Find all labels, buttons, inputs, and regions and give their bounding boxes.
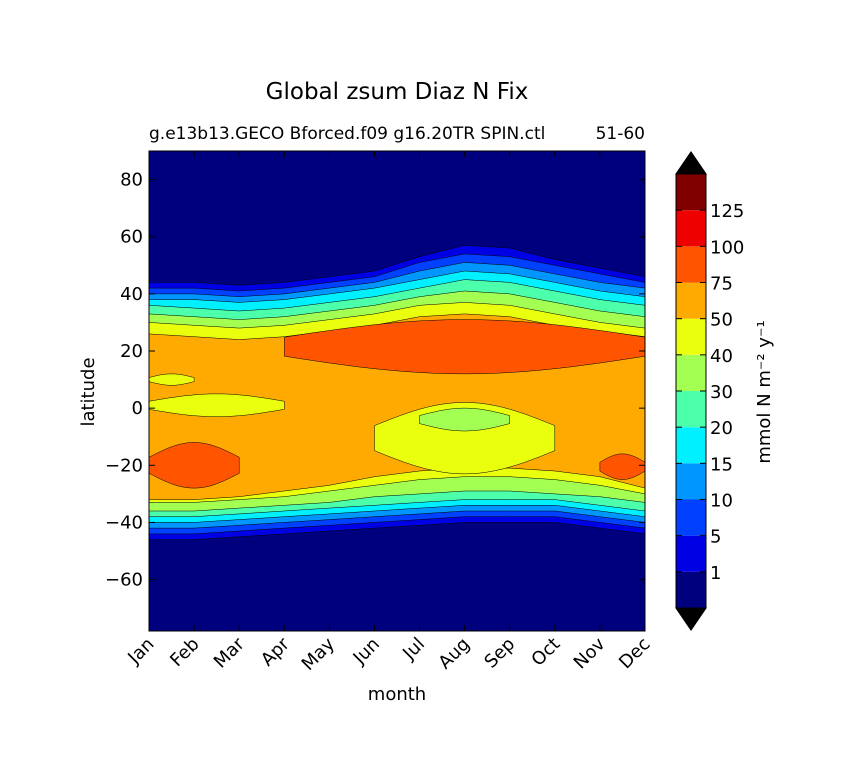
chart-subtitle-right: 51-60 xyxy=(596,124,645,144)
y-tick-label: 80 xyxy=(120,170,143,191)
colorbar-tick-label: 75 xyxy=(710,274,733,295)
colorbar-segment xyxy=(676,427,706,464)
colorbar-extend-max xyxy=(675,151,707,175)
colorbar-tick-label: 125 xyxy=(710,201,744,222)
x-tick-label: Aug xyxy=(434,634,474,674)
x-tick-label: Mar xyxy=(210,633,249,672)
y-tick-label: 60 xyxy=(120,227,143,248)
x-tick-label: Jun xyxy=(349,634,384,669)
colorbar-segment xyxy=(676,174,706,211)
y-axis: 80 60 40 20 0 −20 −40 −60 xyxy=(105,170,645,591)
band-40-west-equator xyxy=(149,393,285,417)
contour-plot xyxy=(149,151,645,631)
x-tick-label: Apr xyxy=(257,633,294,670)
colorbar-tick-label: 100 xyxy=(710,237,744,258)
colorbar-label: mmol N m⁻² y⁻¹ xyxy=(754,320,775,463)
y-tick-label: 40 xyxy=(120,284,143,305)
band-40-jan-sliver xyxy=(149,373,195,386)
chart-title: Global zsum Diaz N Fix xyxy=(266,79,529,105)
x-tick-label: Jan xyxy=(123,634,158,669)
colorbar-tick-label: 15 xyxy=(710,454,733,475)
band-75-north xyxy=(284,319,645,375)
colorbar-segment xyxy=(676,354,706,391)
colorbar-segment xyxy=(676,246,706,283)
x-axis-label: month xyxy=(368,684,426,705)
y-tick-label: −20 xyxy=(105,455,143,476)
colorbar-extend-min xyxy=(675,607,707,631)
colorbar-tick-label: 10 xyxy=(710,491,733,512)
x-tick-label: Dec xyxy=(615,634,654,673)
y-tick-label: 0 xyxy=(132,398,143,419)
colorbar-segment xyxy=(676,282,706,319)
x-tick-label: Oct xyxy=(527,634,564,671)
colorbar-segment xyxy=(676,318,706,355)
plot-frame xyxy=(148,150,646,632)
colorbar-tick-label: 5 xyxy=(710,527,721,548)
colorbar-tick-label: 20 xyxy=(710,418,733,439)
colorbar-segment xyxy=(676,535,706,572)
colorbar-segment xyxy=(676,571,706,608)
band-30-aug-patch xyxy=(419,407,510,432)
colorbar-tick-label: 30 xyxy=(710,382,733,403)
x-tick-label: Feb xyxy=(166,634,203,671)
colorbar-segment xyxy=(676,499,706,536)
colorbar-frame xyxy=(675,151,707,631)
band-75-dec-south xyxy=(599,453,645,480)
band-75-jan-south xyxy=(149,442,240,489)
colorbar-segment xyxy=(676,391,706,428)
y-axis-label: latitude xyxy=(78,357,99,426)
chart-subtitle: g.e13b13.GECO Bforced.f09 g16.20TR SPIN.… xyxy=(149,124,545,144)
x-tick-label: Jul xyxy=(398,634,429,665)
y-tick-label: 20 xyxy=(120,341,143,362)
x-tick-label: Nov xyxy=(570,633,610,673)
colorbar-tick-label: 1 xyxy=(710,563,721,584)
y-tick-label: −60 xyxy=(105,570,143,591)
x-tick-label: Sep xyxy=(480,634,519,673)
colorbar-tick-label: 40 xyxy=(710,346,733,367)
y-tick-label: −40 xyxy=(105,512,143,533)
colorbar-tick-label: 50 xyxy=(710,310,733,331)
x-tick-label: May xyxy=(298,633,339,674)
colorbar-segment xyxy=(676,210,706,247)
colorbar-segment xyxy=(676,463,706,500)
